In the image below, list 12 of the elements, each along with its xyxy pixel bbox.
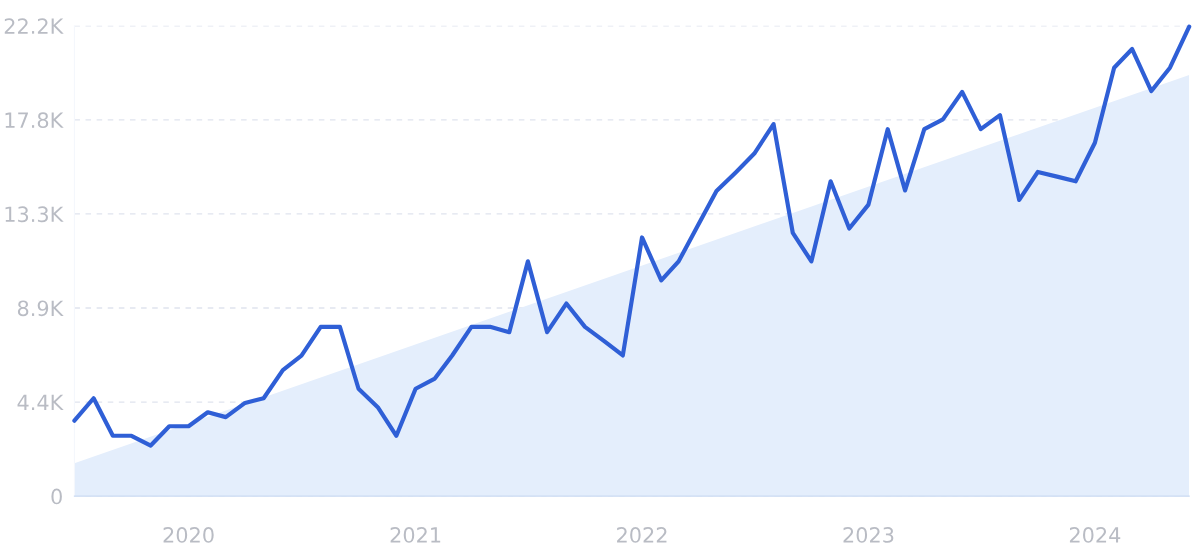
y-tick-label: 0 [51, 488, 62, 505]
y-tick-label: 8.9K [17, 300, 64, 317]
x-tick-label: 2021 [390, 527, 441, 543]
y-tick-label: 13.3K [5, 206, 64, 223]
y-tick-label: 4.4K [17, 394, 64, 410]
y-tick-label: 17.8K [5, 112, 64, 129]
x-tick-label: 2023 [843, 527, 894, 543]
x-tick-label: 2020 [163, 527, 214, 543]
y-tick-label: 22.2K [4, 18, 64, 34]
x-tick-label: 2024 [1069, 527, 1121, 543]
x-tick-label: 2022 [617, 527, 667, 543]
line-series [72, 24, 1192, 448]
